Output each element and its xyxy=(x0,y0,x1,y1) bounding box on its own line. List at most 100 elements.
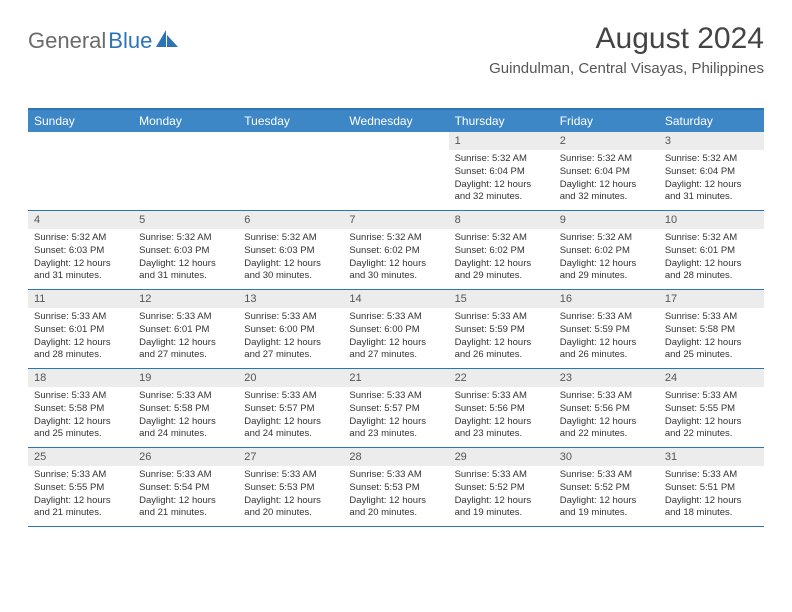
day-details: Sunrise: 5:32 AMSunset: 6:03 PMDaylight:… xyxy=(28,229,133,288)
day-details: Sunrise: 5:33 AMSunset: 5:58 PMDaylight:… xyxy=(659,308,764,367)
calendar-cell: 29Sunrise: 5:33 AMSunset: 5:52 PMDayligh… xyxy=(449,448,554,526)
calendar-week: 1Sunrise: 5:32 AMSunset: 6:04 PMDaylight… xyxy=(28,132,764,211)
calendar: Sunday Monday Tuesday Wednesday Thursday… xyxy=(28,108,764,527)
day-number: 2 xyxy=(554,132,659,150)
flag-icon xyxy=(156,30,180,53)
day-details: Sunrise: 5:33 AMSunset: 6:00 PMDaylight:… xyxy=(343,308,448,367)
day-number: 18 xyxy=(28,369,133,387)
day-details: Sunrise: 5:33 AMSunset: 5:52 PMDaylight:… xyxy=(449,466,554,525)
calendar-week: 18Sunrise: 5:33 AMSunset: 5:58 PMDayligh… xyxy=(28,369,764,448)
calendar-cell: 15Sunrise: 5:33 AMSunset: 5:59 PMDayligh… xyxy=(449,290,554,368)
day-number: 25 xyxy=(28,448,133,466)
calendar-week: 4Sunrise: 5:32 AMSunset: 6:03 PMDaylight… xyxy=(28,211,764,290)
calendar-cell: 18Sunrise: 5:33 AMSunset: 5:58 PMDayligh… xyxy=(28,369,133,447)
day-details: Sunrise: 5:32 AMSunset: 6:04 PMDaylight:… xyxy=(554,150,659,209)
calendar-cell: 8Sunrise: 5:32 AMSunset: 6:02 PMDaylight… xyxy=(449,211,554,289)
day-details: Sunrise: 5:33 AMSunset: 5:56 PMDaylight:… xyxy=(449,387,554,446)
calendar-cell: 1Sunrise: 5:32 AMSunset: 6:04 PMDaylight… xyxy=(449,132,554,210)
weeks-container: 1Sunrise: 5:32 AMSunset: 6:04 PMDaylight… xyxy=(28,132,764,527)
day-details: Sunrise: 5:32 AMSunset: 6:02 PMDaylight:… xyxy=(343,229,448,288)
day-number: 13 xyxy=(238,290,343,308)
day-header: Tuesday xyxy=(238,110,343,132)
calendar-cell: 20Sunrise: 5:33 AMSunset: 5:57 PMDayligh… xyxy=(238,369,343,447)
page-title: August 2024 xyxy=(489,22,764,56)
calendar-cell: 17Sunrise: 5:33 AMSunset: 5:58 PMDayligh… xyxy=(659,290,764,368)
day-details: Sunrise: 5:33 AMSunset: 5:51 PMDaylight:… xyxy=(659,466,764,525)
day-header: Wednesday xyxy=(343,110,448,132)
day-number: 26 xyxy=(133,448,238,466)
header: August 2024 Guindulman, Central Visayas,… xyxy=(489,22,764,77)
day-details: Sunrise: 5:33 AMSunset: 5:52 PMDaylight:… xyxy=(554,466,659,525)
calendar-cell xyxy=(133,132,238,210)
day-number: 12 xyxy=(133,290,238,308)
logo-text-blue: Blue xyxy=(108,28,152,54)
day-number: 20 xyxy=(238,369,343,387)
day-details: Sunrise: 5:32 AMSunset: 6:04 PMDaylight:… xyxy=(449,150,554,209)
day-details: Sunrise: 5:32 AMSunset: 6:04 PMDaylight:… xyxy=(659,150,764,209)
day-details: Sunrise: 5:33 AMSunset: 5:54 PMDaylight:… xyxy=(133,466,238,525)
day-number: 9 xyxy=(554,211,659,229)
day-details: Sunrise: 5:33 AMSunset: 5:53 PMDaylight:… xyxy=(343,466,448,525)
calendar-cell: 26Sunrise: 5:33 AMSunset: 5:54 PMDayligh… xyxy=(133,448,238,526)
day-header: Monday xyxy=(133,110,238,132)
calendar-cell: 24Sunrise: 5:33 AMSunset: 5:55 PMDayligh… xyxy=(659,369,764,447)
day-details: Sunrise: 5:33 AMSunset: 5:58 PMDaylight:… xyxy=(133,387,238,446)
calendar-cell: 2Sunrise: 5:32 AMSunset: 6:04 PMDaylight… xyxy=(554,132,659,210)
day-number: 16 xyxy=(554,290,659,308)
day-number: 22 xyxy=(449,369,554,387)
day-number: 28 xyxy=(343,448,448,466)
day-number: 15 xyxy=(449,290,554,308)
day-number: 19 xyxy=(133,369,238,387)
day-number: 5 xyxy=(133,211,238,229)
day-details: Sunrise: 5:32 AMSunset: 6:03 PMDaylight:… xyxy=(133,229,238,288)
day-number: 21 xyxy=(343,369,448,387)
day-headers: Sunday Monday Tuesday Wednesday Thursday… xyxy=(28,110,764,132)
calendar-cell: 5Sunrise: 5:32 AMSunset: 6:03 PMDaylight… xyxy=(133,211,238,289)
day-number: 1 xyxy=(449,132,554,150)
calendar-cell: 31Sunrise: 5:33 AMSunset: 5:51 PMDayligh… xyxy=(659,448,764,526)
day-details: Sunrise: 5:33 AMSunset: 5:57 PMDaylight:… xyxy=(343,387,448,446)
day-number: 29 xyxy=(449,448,554,466)
day-number: 24 xyxy=(659,369,764,387)
day-number: 23 xyxy=(554,369,659,387)
calendar-cell xyxy=(28,132,133,210)
day-number: 7 xyxy=(343,211,448,229)
day-number: 4 xyxy=(28,211,133,229)
day-details: Sunrise: 5:33 AMSunset: 6:00 PMDaylight:… xyxy=(238,308,343,367)
day-number: 10 xyxy=(659,211,764,229)
calendar-cell xyxy=(343,132,448,210)
calendar-cell: 22Sunrise: 5:33 AMSunset: 5:56 PMDayligh… xyxy=(449,369,554,447)
day-header: Sunday xyxy=(28,110,133,132)
calendar-cell: 14Sunrise: 5:33 AMSunset: 6:00 PMDayligh… xyxy=(343,290,448,368)
day-number: 14 xyxy=(343,290,448,308)
day-number: 31 xyxy=(659,448,764,466)
day-number: 30 xyxy=(554,448,659,466)
calendar-cell: 16Sunrise: 5:33 AMSunset: 5:59 PMDayligh… xyxy=(554,290,659,368)
day-number: 6 xyxy=(238,211,343,229)
day-details: Sunrise: 5:32 AMSunset: 6:02 PMDaylight:… xyxy=(554,229,659,288)
day-details: Sunrise: 5:33 AMSunset: 5:56 PMDaylight:… xyxy=(554,387,659,446)
day-details: Sunrise: 5:32 AMSunset: 6:03 PMDaylight:… xyxy=(238,229,343,288)
day-header: Thursday xyxy=(449,110,554,132)
calendar-cell: 19Sunrise: 5:33 AMSunset: 5:58 PMDayligh… xyxy=(133,369,238,447)
logo: GeneralBlue xyxy=(28,28,180,54)
day-details: Sunrise: 5:33 AMSunset: 6:01 PMDaylight:… xyxy=(133,308,238,367)
day-details: Sunrise: 5:33 AMSunset: 5:55 PMDaylight:… xyxy=(659,387,764,446)
day-details: Sunrise: 5:33 AMSunset: 5:57 PMDaylight:… xyxy=(238,387,343,446)
day-number: 17 xyxy=(659,290,764,308)
day-number: 8 xyxy=(449,211,554,229)
calendar-cell: 12Sunrise: 5:33 AMSunset: 6:01 PMDayligh… xyxy=(133,290,238,368)
calendar-cell: 23Sunrise: 5:33 AMSunset: 5:56 PMDayligh… xyxy=(554,369,659,447)
calendar-cell xyxy=(238,132,343,210)
day-details: Sunrise: 5:33 AMSunset: 5:59 PMDaylight:… xyxy=(449,308,554,367)
calendar-cell: 9Sunrise: 5:32 AMSunset: 6:02 PMDaylight… xyxy=(554,211,659,289)
calendar-cell: 21Sunrise: 5:33 AMSunset: 5:57 PMDayligh… xyxy=(343,369,448,447)
calendar-cell: 4Sunrise: 5:32 AMSunset: 6:03 PMDaylight… xyxy=(28,211,133,289)
calendar-cell: 28Sunrise: 5:33 AMSunset: 5:53 PMDayligh… xyxy=(343,448,448,526)
location-subtitle: Guindulman, Central Visayas, Philippines xyxy=(489,60,764,77)
calendar-cell: 7Sunrise: 5:32 AMSunset: 6:02 PMDaylight… xyxy=(343,211,448,289)
day-details: Sunrise: 5:33 AMSunset: 5:53 PMDaylight:… xyxy=(238,466,343,525)
day-details: Sunrise: 5:33 AMSunset: 5:58 PMDaylight:… xyxy=(28,387,133,446)
calendar-cell: 30Sunrise: 5:33 AMSunset: 5:52 PMDayligh… xyxy=(554,448,659,526)
calendar-cell: 25Sunrise: 5:33 AMSunset: 5:55 PMDayligh… xyxy=(28,448,133,526)
